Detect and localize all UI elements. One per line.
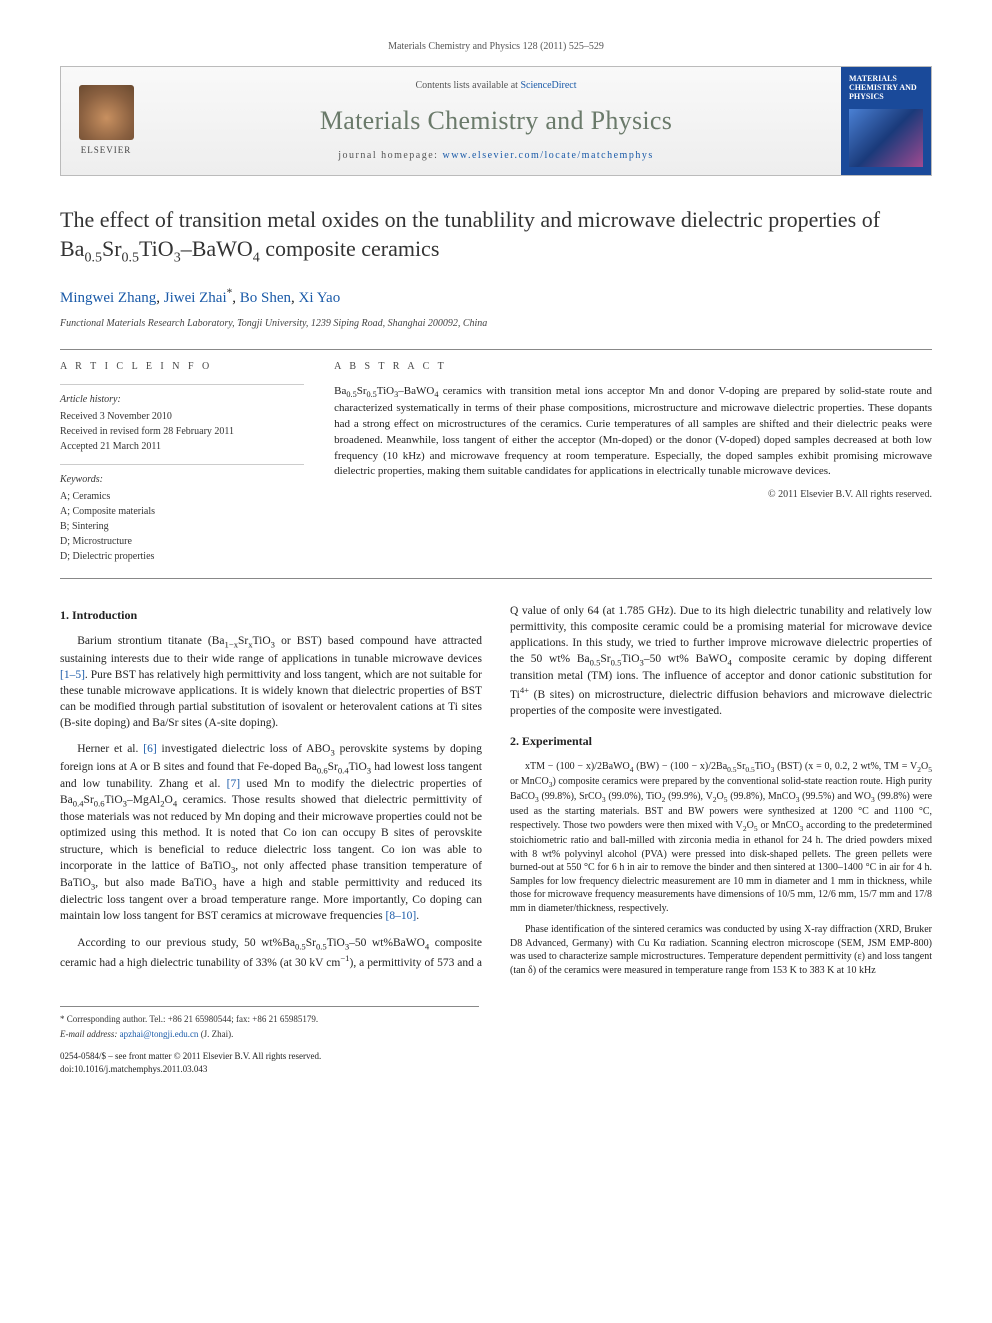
experimental-heading: 2. Experimental xyxy=(510,733,932,750)
article-info-heading: A R T I C L E I N F O xyxy=(60,360,304,374)
exp-p2: Phase identification of the sintered cer… xyxy=(510,923,932,977)
homepage-line: journal homepage: www.elsevier.com/locat… xyxy=(161,149,831,163)
citation-line: Materials Chemistry and Physics 128 (201… xyxy=(60,40,932,54)
email-label: E-mail address: xyxy=(60,1029,117,1039)
keyword-item: D; Microstructure xyxy=(60,534,304,549)
contents-available-line: Contents lists available at ScienceDirec… xyxy=(161,79,831,93)
history-revised: Received in revised form 28 February 201… xyxy=(60,424,304,439)
elsevier-logo[interactable]: ELSEVIER xyxy=(61,67,151,175)
body-columns: 1. Introduction Barium strontium titanat… xyxy=(60,603,932,978)
exp-p1: xTM − (100 − x)/2BaWO4 (BW) − (100 − x)/… xyxy=(510,760,932,915)
doi-block: 0254-0584/$ – see front matter © 2011 El… xyxy=(60,1050,479,1075)
article-info-column: A R T I C L E I N F O Article history: R… xyxy=(60,360,304,564)
info-abstract-row: A R T I C L E I N F O Article history: R… xyxy=(60,349,932,579)
keyword-item: B; Sintering xyxy=(60,519,304,534)
sciencedirect-link[interactable]: ScienceDirect xyxy=(520,80,576,91)
history-accepted: Accepted 21 March 2011 xyxy=(60,439,304,454)
corr-author-line: * Corresponding author. Tel.: +86 21 659… xyxy=(60,1013,479,1026)
intro-heading: 1. Introduction xyxy=(60,607,482,624)
abstract-column: A B S T R A C T Ba0.5Sr0.5TiO3–BaWO4 cer… xyxy=(334,360,932,564)
abstract-text: Ba0.5Sr0.5TiO3–BaWO4 ceramics with trans… xyxy=(334,384,932,481)
article-title: The effect of transition metal oxides on… xyxy=(60,206,932,267)
elsevier-label: ELSEVIER xyxy=(81,144,132,157)
abstract-copyright: © 2011 Elsevier B.V. All rights reserved… xyxy=(334,488,932,502)
experimental-body: xTM − (100 − x)/2BaWO4 (BW) − (100 − x)/… xyxy=(510,760,932,977)
history-received: Received 3 November 2010 xyxy=(60,409,304,424)
homepage-link[interactable]: www.elsevier.com/locate/matchemphys xyxy=(442,150,653,161)
affiliation: Functional Materials Research Laboratory… xyxy=(60,317,932,331)
corr-email-link[interactable]: apzhai@tongji.edu.cn xyxy=(120,1029,199,1039)
intro-p1: Barium strontium titanate (Ba1−xSrxTiO3 … xyxy=(60,633,482,731)
keyword-item: D; Dielectric properties xyxy=(60,549,304,564)
cover-image xyxy=(849,109,923,167)
keyword-item: A; Composite materials xyxy=(60,504,304,519)
journal-header-box: ELSEVIER Contents lists available at Sci… xyxy=(60,66,932,176)
journal-name: Materials Chemistry and Physics xyxy=(161,103,831,139)
doi-line: doi:10.1016/j.matchemphys.2011.03.043 xyxy=(60,1063,479,1076)
abstract-heading: A B S T R A C T xyxy=(334,360,932,374)
corresponding-author-footer: * Corresponding author. Tel.: +86 21 659… xyxy=(60,1006,479,1040)
corr-email-who: (J. Zhai). xyxy=(201,1029,234,1039)
elsevier-tree-icon xyxy=(79,85,134,140)
keyword-item: A; Ceramics xyxy=(60,489,304,504)
header-center: Contents lists available at ScienceDirec… xyxy=(151,67,841,175)
authors-line: Mingwei Zhang, Jiwei Zhai*, Bo Shen, Xi … xyxy=(60,286,932,309)
front-matter-line: 0254-0584/$ – see front matter © 2011 El… xyxy=(60,1050,479,1063)
journal-cover-thumb[interactable]: MATERIALS CHEMISTRY AND PHYSICS xyxy=(841,67,931,175)
cover-title: MATERIALS CHEMISTRY AND PHYSICS xyxy=(849,75,923,101)
history-label: Article history: xyxy=(60,384,304,407)
contents-prefix: Contents lists available at xyxy=(415,80,520,91)
corr-email-line: E-mail address: apzhai@tongji.edu.cn (J.… xyxy=(60,1028,479,1041)
homepage-prefix: journal homepage: xyxy=(338,150,442,161)
keywords-label: Keywords: xyxy=(60,464,304,487)
intro-p2: Herner et al. [6] investigated dielectri… xyxy=(60,741,482,924)
